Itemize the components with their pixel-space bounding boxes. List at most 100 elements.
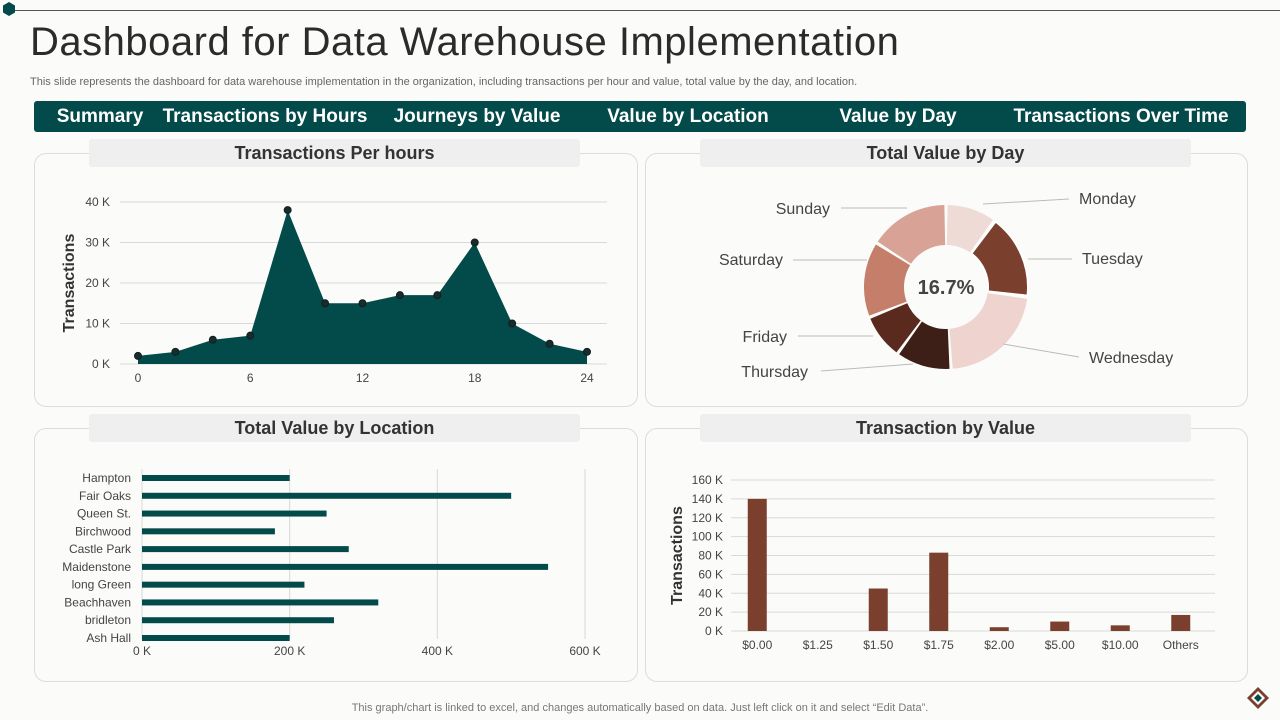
total-value-by-location-chart[interactable]: 0 K 200 K 400 K 600 K Hampton Fair Oaks Queen … [34, 443, 636, 680]
total-value-by-day-chart[interactable]: Monday Tuesday Wednesday Thursday Friday Satu… [645, 168, 1246, 405]
location-label: Birchwood [75, 524, 131, 538]
panel-total-value-by-location [34, 428, 638, 682]
x-tick-label: Others [1163, 638, 1199, 652]
x-tick-label: $5.00 [1045, 638, 1075, 652]
y-axis-title: Transactions [61, 234, 78, 333]
data-point [283, 206, 292, 215]
hexagon-icon [3, 2, 15, 16]
x-tick-label: 0 K [133, 644, 151, 658]
location-bar [142, 475, 290, 481]
x-tick-label: 24 [580, 371, 594, 385]
location-label: Castle Park [69, 542, 132, 556]
x-tick-label: $1.25 [803, 638, 833, 652]
donut-slice [899, 321, 950, 369]
y-tick-label: 140 K [692, 492, 723, 506]
x-tick-label: 400 K [422, 644, 453, 658]
value-bar [1050, 621, 1070, 631]
location-label: Queen St. [77, 507, 131, 521]
data-point [545, 339, 554, 348]
y-tick-label: 10 K [85, 317, 110, 331]
transactions-per-hours-chart[interactable]: 0 K 10 K 20 K 30 K 40 K 0 6 12 18 24 Transactions [34, 168, 636, 405]
x-tick-label: 6 [247, 371, 254, 385]
x-tick-label: 0 [135, 371, 142, 385]
panel-transactions-per-hours [34, 153, 638, 407]
top-rule [10, 10, 1280, 11]
x-tick-label: 200 K [274, 644, 305, 658]
donut-slice [969, 220, 1029, 297]
nav-transactions-over-time[interactable]: Transactions Over Time [1013, 106, 1229, 127]
day-label: Wednesday [1089, 350, 1173, 367]
day-label: Friday [743, 329, 787, 346]
y-tick-label: 20 K [698, 605, 723, 619]
value-bar [868, 588, 888, 631]
data-point [208, 335, 217, 344]
donut-slice [949, 293, 1028, 369]
label-leader [820, 363, 914, 372]
location-label: Ash Hall [86, 631, 131, 645]
data-point [433, 291, 442, 300]
day-label: Thursday [741, 364, 808, 381]
location-bar [142, 581, 305, 588]
footer-note: This graph/chart is linked to excel, and… [351, 702, 929, 714]
donut-slice [864, 244, 911, 316]
location-label: long Green [72, 578, 131, 592]
x-tick-label: $0.00 [742, 638, 772, 652]
value-bar [989, 627, 1009, 631]
x-tick-label: $10.00 [1102, 638, 1139, 652]
nav-transactions-by-hours[interactable]: Transactions by Hours [162, 106, 368, 127]
nav-bar: Summary Transactions by Hours Journeys b… [34, 101, 1246, 132]
data-point [358, 299, 367, 308]
donut-slice [946, 205, 993, 253]
day-label: Tuesday [1082, 251, 1143, 268]
y-tick-label: 0 K [705, 624, 723, 638]
value-bar [1110, 625, 1130, 631]
label-leader [1002, 343, 1080, 358]
panel-title-transaction-by-value: Transaction by Value [700, 414, 1191, 442]
data-point [321, 299, 330, 308]
location-label: bridleton [85, 613, 131, 627]
y-tick-label: 60 K [698, 567, 723, 581]
day-label: Sunday [776, 201, 830, 218]
location-bar [142, 528, 275, 535]
nav-summary[interactable]: Summary [56, 106, 144, 127]
location-label: Hampton [82, 471, 131, 485]
day-label: Saturday [719, 252, 783, 269]
transaction-by-value-chart[interactable]: 0 K 20 K 40 K 60 K 80 K 100 K 120 K 140 K 160 K $… [645, 443, 1246, 680]
location-label: Fair Oaks [79, 489, 131, 503]
page-title: Dashboard for Data Warehouse Implementat… [30, 20, 900, 64]
panel-title-total-value-by-location: Total Value by Location [89, 414, 580, 442]
value-bar [1171, 614, 1191, 631]
location-bar [142, 599, 379, 606]
donut-hole [905, 246, 987, 328]
location-label: Beachhaven [64, 595, 131, 609]
data-point [134, 351, 142, 360]
location-bar [142, 492, 512, 499]
location-bar [142, 617, 334, 624]
y-tick-label: 30 K [85, 236, 110, 250]
nav-value-by-day[interactable]: Value by Day [839, 106, 957, 127]
nav-value-by-location[interactable]: Value by Location [607, 106, 769, 127]
nav-journeys-by-value[interactable]: Journeys by Value [393, 106, 561, 127]
data-point [470, 238, 479, 247]
donut-slice [877, 205, 946, 264]
location-bar [142, 510, 327, 517]
page-subtitle: This slide represents the dashboard for … [30, 76, 858, 88]
location-bar [142, 563, 549, 570]
x-tick-label: $1.75 [924, 638, 954, 652]
diamond-logo-icon [1247, 687, 1269, 709]
y-tick-label: 100 K [692, 530, 723, 544]
y-tick-label: 20 K [85, 276, 110, 290]
location-bar [142, 635, 290, 641]
day-label: Monday [1079, 191, 1136, 208]
data-point [395, 291, 404, 300]
y-tick-label: 40 K [698, 586, 723, 600]
x-tick-label: 18 [468, 371, 482, 385]
panel-title-total-value-by-day: Total Value by Day [700, 139, 1191, 167]
x-tick-label: 600 K [569, 644, 600, 658]
y-tick-label: 0 K [92, 357, 110, 371]
area-series [138, 210, 587, 364]
data-point [508, 319, 517, 328]
y-tick-label: 160 K [692, 473, 723, 487]
panel-title-transactions-per-hours: Transactions Per hours [89, 139, 580, 167]
value-bar [929, 552, 949, 631]
